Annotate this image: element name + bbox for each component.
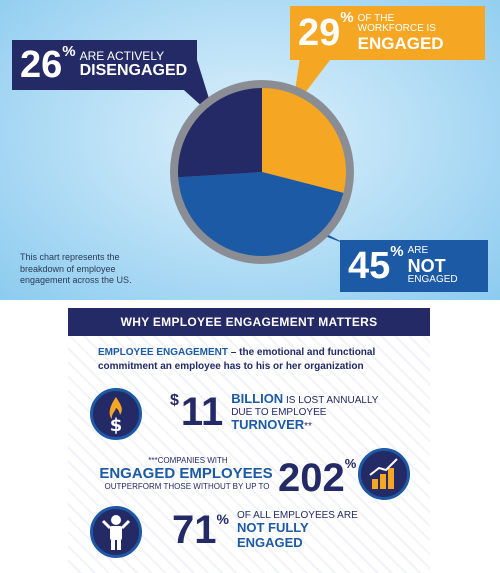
not-engaged-line3: ENGAGED: [407, 274, 458, 286]
stat3-bold1: NOT FULLY: [236, 520, 309, 536]
engaged-value: 29: [298, 12, 341, 54]
stat1-text2: DUE TO EMPLOYEE: [231, 406, 327, 418]
stat3-value: 71: [172, 508, 217, 552]
section-title: WHY EMPLOYEE ENGAGEMENT MATTERS: [68, 308, 430, 336]
stat1-value: 11: [180, 390, 224, 434]
pie-slice-not-engaged: [178, 172, 344, 256]
stat1-bold2: TURNOVER: [231, 417, 305, 433]
money-flame-graphic: $: [109, 397, 123, 436]
not-engaged-value: 45: [348, 245, 391, 287]
definition-text: – the emotional and functional commitmen…: [98, 347, 376, 372]
not-engaged-pct: %: [390, 243, 404, 260]
definition: EMPLOYEE ENGAGEMENT – the emotional and …: [98, 346, 418, 373]
stat3-text: OF ALL EMPLOYEES ARE: [236, 509, 358, 521]
stat1-currency: $: [170, 392, 179, 409]
growth-chart-icon: [358, 448, 410, 500]
disengaged-value: 26: [20, 44, 63, 86]
engagement-pie-panel: 26 % ARE ACTIVELY DISENGAGED 29 % OF THE…: [0, 0, 500, 300]
stat-outperform: ***COMPANIES WITH ENGAGED EMPLOYEES OUTP…: [88, 456, 368, 500]
stat2-pct: %: [344, 456, 357, 471]
money-flame-icon: $: [90, 388, 142, 440]
engaged-line3: ENGAGED: [357, 33, 444, 53]
not-engaged-line1: ARE: [407, 245, 429, 257]
person-icon: [90, 506, 142, 558]
stat1-text: IS LOST ANNUALLY: [283, 394, 379, 406]
person-graphic: [101, 515, 131, 550]
pie-slices: [178, 88, 346, 256]
callout-not-engaged: 45 % ARE NOT ENGAGED: [340, 240, 488, 292]
engagement-matters-panel: WHY EMPLOYEE ENGAGEMENT MATTERS EMPLOYEE…: [68, 308, 430, 573]
not-engaged-line2: NOT: [407, 255, 446, 276]
pie-slice-engaged: [262, 88, 346, 193]
definition-key: EMPLOYEE ENGAGEMENT: [98, 347, 229, 358]
callout-engaged: 29 % OF THE WORKFORCE IS ENGAGED: [290, 6, 485, 60]
disengaged-pct: %: [62, 43, 76, 60]
stat2-line3: OUTPERFORM THOSE WITHOUT BY UP TO: [104, 482, 270, 491]
pie-slice-actively-disengaged: [178, 88, 262, 178]
growth-chart-graphic: [369, 458, 398, 489]
stat3-bold2: ENGAGED: [236, 535, 303, 551]
stat2-line2: ENGAGED EMPLOYEES: [99, 465, 273, 482]
stat2-value: 202: [278, 456, 345, 500]
disengaged-line2: DISENGAGED: [79, 61, 188, 79]
stat2-line1: ***COMPANIES WITH: [148, 456, 228, 465]
pie-chart: [170, 58, 354, 264]
callout-disengaged: 26 % ARE ACTIVELY DISENGAGED: [12, 40, 197, 90]
chart-note: This chart represents the breakdown of e…: [20, 252, 132, 286]
stat3-pct: %: [216, 511, 229, 527]
svg-text:$: $: [110, 415, 123, 436]
stat1-mark: **: [304, 421, 312, 433]
disengaged-line1: ARE ACTIVELY: [79, 49, 165, 64]
stat1-bold1: BILLION: [231, 390, 284, 406]
engaged-pct: %: [340, 9, 354, 26]
engaged-line1: OF THE: [357, 12, 395, 24]
stat-turnover: $ 11 BILLION IS LOST ANNUALLY DUE TO EMP…: [170, 390, 378, 435]
engaged-line2: WORKFORCE IS: [357, 23, 436, 35]
stat-not-fully-engaged: 71 % OF ALL EMPLOYEES ARE NOT FULLY ENGA…: [172, 508, 358, 553]
